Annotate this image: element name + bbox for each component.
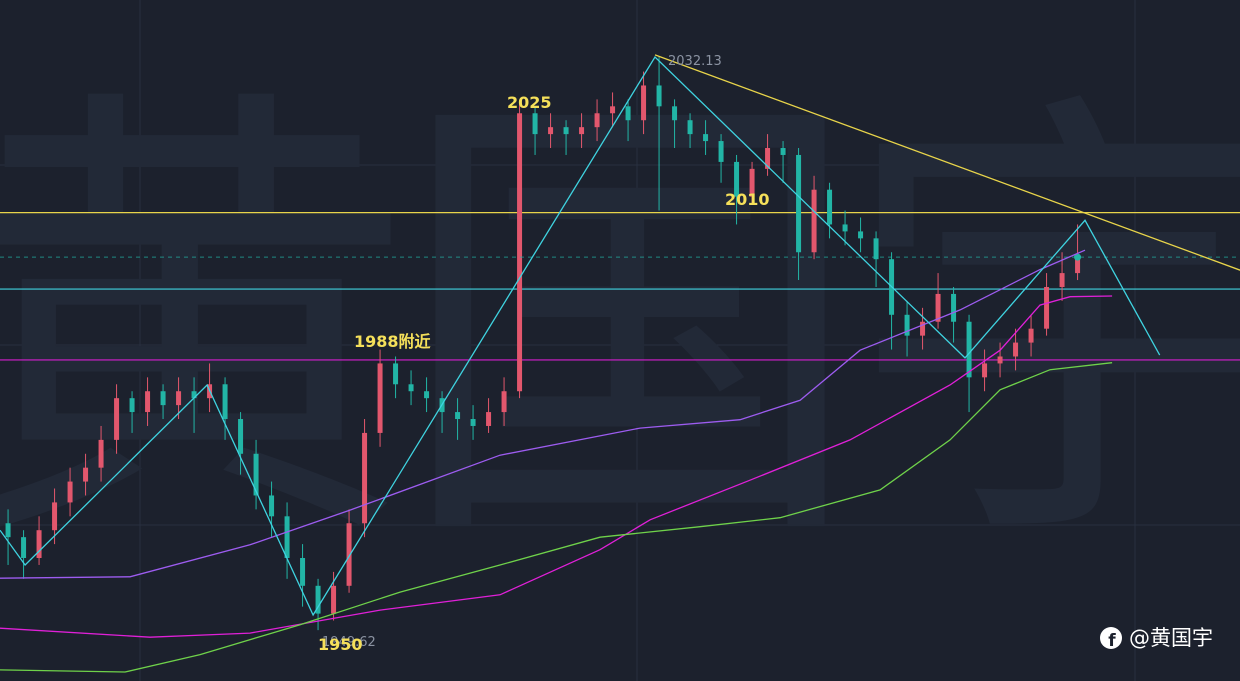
candle-body [331, 585, 337, 614]
indicator-line [0, 295, 1113, 638]
candle-body [532, 113, 538, 135]
candle-body [718, 141, 724, 162]
candle-body [594, 113, 600, 128]
candle-body [346, 523, 352, 586]
candle-body [300, 558, 306, 586]
candle-body [563, 127, 569, 135]
candle-body [176, 391, 182, 406]
candle-body [393, 363, 399, 385]
candle-body [1013, 342, 1019, 357]
annotation: 1988附近 [354, 332, 431, 351]
candle-body [811, 189, 817, 253]
candle-body [966, 321, 972, 378]
watermark: 黄国宇 [0, 53, 1240, 600]
candle-body [858, 231, 864, 239]
candle-body [455, 412, 461, 420]
indicator-line [0, 362, 1113, 673]
candle-body [935, 293, 941, 322]
candle-body [129, 398, 135, 413]
candle-body [1028, 328, 1034, 343]
candle-body [315, 585, 321, 614]
candle-body [160, 391, 166, 406]
annotation: 2025 [507, 93, 552, 112]
candle-body [191, 391, 197, 399]
indicator-line [0, 249, 1086, 579]
candle-body [238, 419, 244, 454]
candle-body [486, 412, 492, 426]
candle-body [548, 127, 554, 135]
candle-body [253, 453, 259, 496]
candle-body [1044, 286, 1050, 329]
candle-body [625, 106, 631, 121]
last-price-dot [1074, 253, 1082, 261]
marks [0, 54, 1240, 673]
facebook-glyph: f [1108, 631, 1116, 651]
candle-body [982, 363, 988, 378]
candle-body [1059, 273, 1065, 287]
candle-body [749, 168, 755, 197]
candle-body [672, 106, 678, 121]
indicator-line [0, 55, 1161, 617]
candle-body [36, 530, 42, 559]
indicator-line [654, 54, 1240, 271]
author: @黄国宇 [1129, 626, 1213, 650]
candle-body [656, 85, 662, 107]
candle-body [842, 224, 848, 232]
candle-body [873, 238, 879, 260]
candle-body [687, 120, 693, 135]
candle-body [610, 106, 616, 114]
candle-body [765, 148, 771, 169]
candle-body [5, 523, 11, 538]
candle-body [114, 398, 120, 440]
candle-body [641, 85, 647, 121]
candle-body [145, 391, 151, 413]
candle-body [222, 384, 228, 420]
candle-body [52, 502, 58, 531]
candle-body [377, 363, 383, 433]
candle-body [997, 356, 1003, 364]
candle-body [67, 481, 73, 503]
candle-body [501, 391, 507, 413]
candle-body [703, 134, 709, 142]
candle-body [1075, 257, 1081, 274]
candle-body [21, 537, 27, 559]
candle-body [269, 495, 275, 517]
facebook-icon [1100, 627, 1122, 649]
candle-body [284, 516, 290, 559]
candle-body [796, 154, 802, 253]
candle-body [98, 439, 104, 468]
candle-body [734, 161, 740, 197]
candle-body [83, 467, 89, 482]
candle-body [579, 127, 585, 135]
candle-body [470, 419, 476, 426]
candle-body [408, 384, 414, 392]
candle-body [780, 148, 786, 155]
price-label: 1949.62 [322, 635, 376, 650]
candle-body [424, 391, 430, 399]
candle-body [362, 432, 368, 524]
annotation: 2010 [725, 190, 770, 209]
candle-body [951, 293, 957, 322]
candle-body [517, 113, 523, 392]
author-badge: f @黄国宇 [1100, 626, 1213, 651]
candle-body [904, 314, 910, 336]
annotation: 1950 [318, 635, 363, 654]
price-label: 2032.13 [668, 54, 722, 69]
candle-body [920, 321, 926, 336]
candle-body [827, 189, 833, 225]
